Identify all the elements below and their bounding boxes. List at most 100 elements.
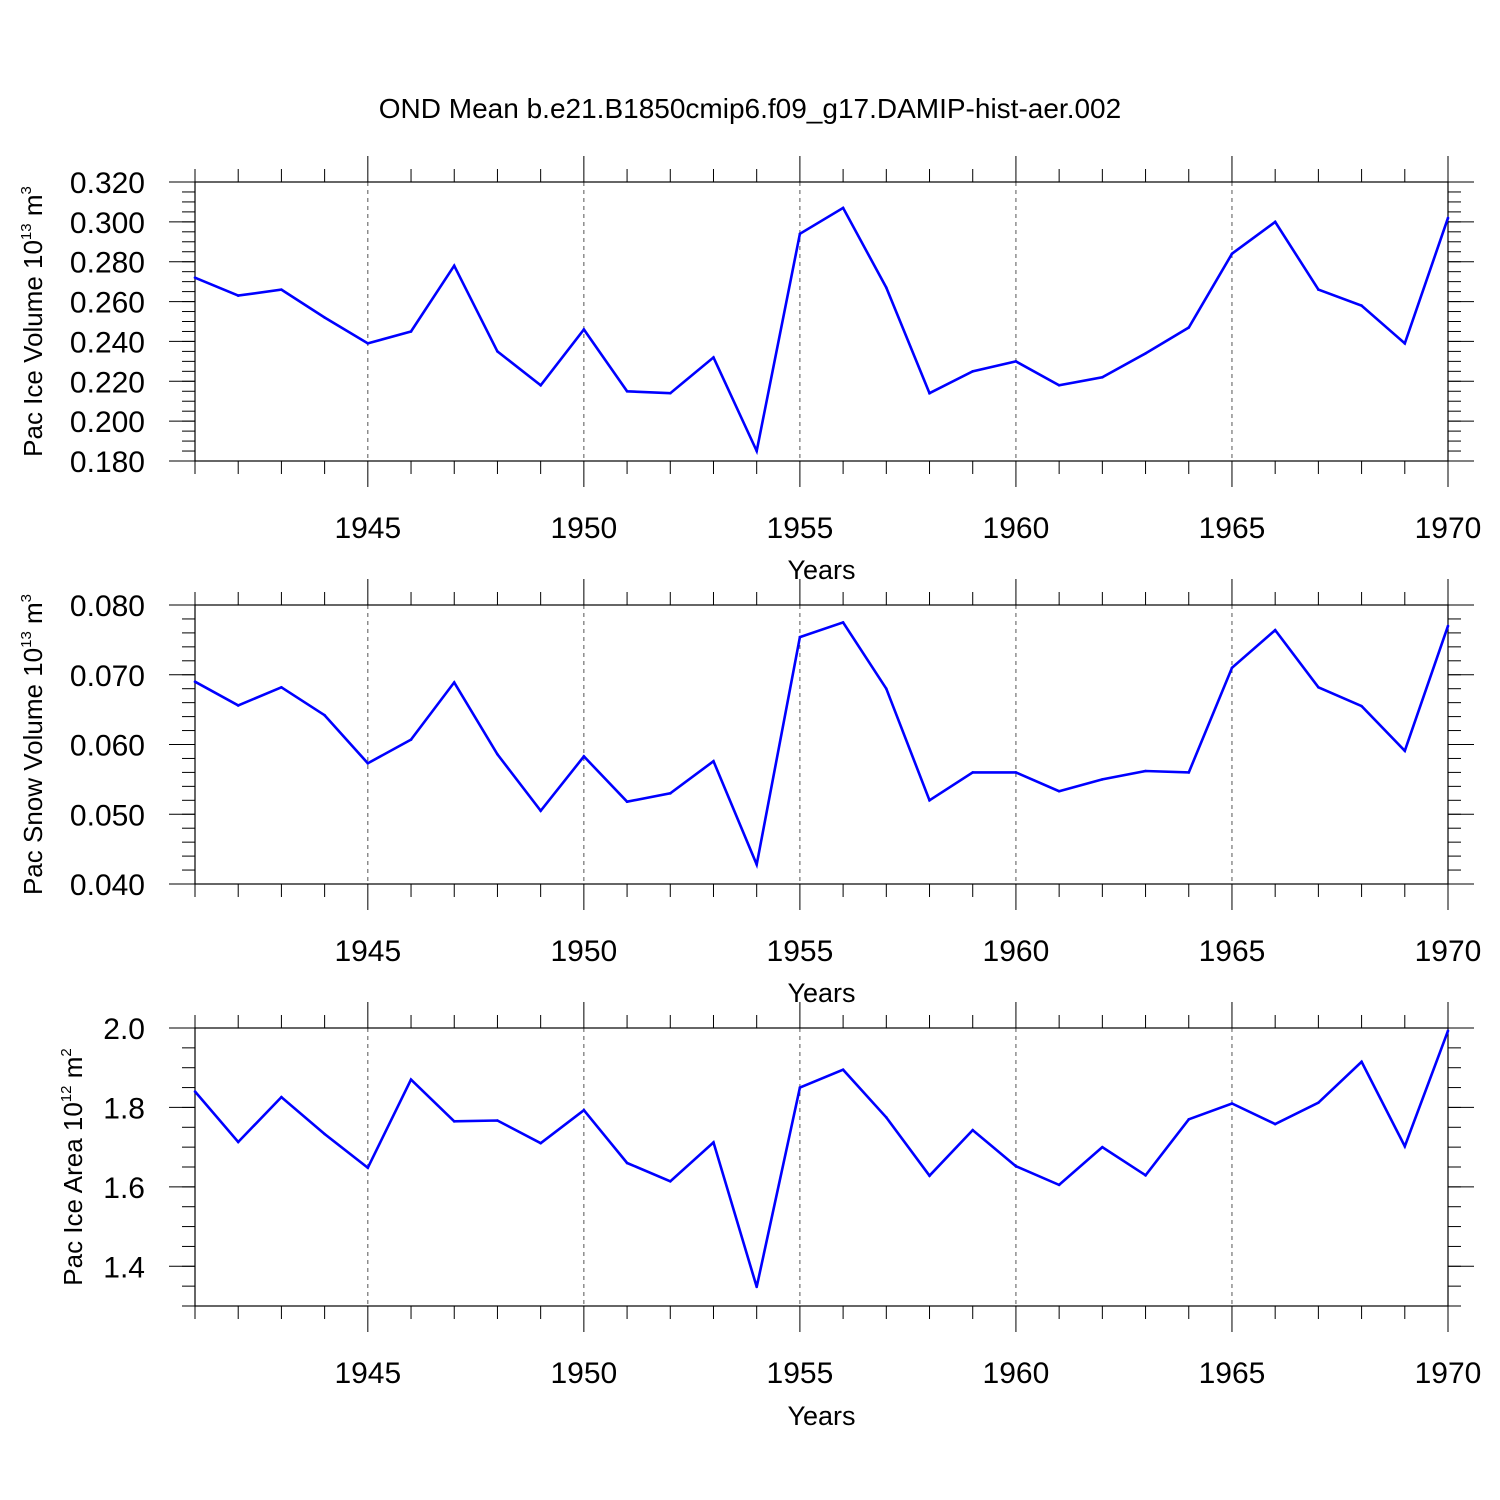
data-point: [885, 687, 888, 690]
plot-frame: [194, 181, 1449, 462]
data-point: [452, 681, 456, 684]
data-point: [582, 755, 586, 758]
data-point: [928, 1174, 931, 1178]
data-point: [1230, 252, 1234, 256]
x-tick-label: 1950: [550, 512, 617, 545]
data-point: [1101, 1145, 1104, 1149]
y-axis-label-unit-exponent: 2: [58, 1048, 75, 1056]
panel-2: 0.040 0.050 0.060 0.070 0.080 1945 1950 1955 196…: [18, 579, 1481, 1008]
data-point: [452, 264, 456, 268]
panel-3: 1.4 1.6 1.8 2.0 1945 1950 1955 1960 1965 1970 Year…: [58, 1002, 1481, 1431]
data-point: [668, 391, 672, 395]
y-tick-label: 0.200: [70, 406, 145, 439]
x-tick-label: 1955: [767, 935, 834, 968]
y-axis-label-exponent: 13: [18, 223, 35, 240]
y-tick-label: 0.060: [70, 730, 145, 763]
plot-frame: [194, 604, 1449, 885]
data-point: [1360, 1060, 1363, 1064]
x-axis-label: Years: [787, 555, 855, 585]
y-tick-label: 1.4: [103, 1251, 145, 1284]
data-point: [1446, 216, 1450, 220]
data-point: [668, 792, 672, 795]
y-axis-label-unit-exponent: 3: [18, 594, 35, 602]
y-axis-label: Pac Ice Volume 1013 m3: [18, 186, 48, 457]
data-point: [452, 1120, 456, 1123]
data-point: [712, 1141, 715, 1144]
y-tick-label: 0.050: [70, 799, 145, 832]
y-axis-label-text: Pac Ice Area 10: [58, 1102, 88, 1286]
data-point: [1144, 769, 1147, 773]
data-point: [1187, 1118, 1191, 1121]
y-axis-label: Pac Snow Volume 1013 m3: [18, 594, 48, 895]
data-point: [798, 232, 802, 236]
data-point: [928, 799, 931, 802]
data-point: [1187, 326, 1191, 329]
data-point: [798, 635, 802, 639]
data-point: [798, 1086, 802, 1089]
data-point: [1360, 304, 1363, 307]
y-axis-label-text: Pac Ice Volume 10: [18, 240, 48, 457]
data-point: [582, 1108, 586, 1112]
x-axis-label: Years: [787, 978, 855, 1008]
chart-title: OND Mean b.e21.B1850cmip6.f09_g17.DAMIP-…: [379, 93, 1121, 124]
x-axis-label: Years: [787, 1401, 855, 1431]
data-point: [193, 1090, 197, 1093]
y-tick-label: 0.070: [70, 660, 145, 693]
data-point: [755, 863, 758, 866]
data-point: [409, 738, 413, 741]
x-tick-label: 1965: [1199, 1357, 1266, 1390]
x-tick-label: 1970: [1415, 935, 1482, 968]
data-point: [1230, 666, 1234, 670]
data-point: [928, 391, 931, 395]
data-point: [193, 680, 197, 684]
data-point: [1101, 376, 1104, 379]
y-axis-label-unit: m: [58, 1057, 88, 1086]
data-point: [280, 288, 283, 291]
x-tick-label: 1945: [334, 1357, 401, 1390]
data-point: [885, 286, 888, 289]
x-tick-label: 1945: [334, 935, 401, 968]
series-line: [194, 206, 1450, 456]
data-point: [841, 206, 845, 210]
data-point: [625, 800, 629, 803]
data-point: [539, 383, 542, 387]
data-point: [366, 762, 370, 765]
y-axis-label-exponent: 12: [58, 1085, 75, 1102]
x-tick-label: 1955: [767, 512, 834, 545]
data-point: [366, 342, 370, 345]
y-tick-label: 0.240: [70, 326, 145, 359]
data-point: [1144, 1174, 1147, 1177]
plot-frame: [194, 1027, 1449, 1307]
data-point: [1057, 789, 1061, 793]
y-tick-label: 0.080: [70, 590, 145, 623]
y-tick-label: 0.220: [70, 366, 145, 399]
data-point: [1273, 628, 1277, 632]
data-point: [1057, 383, 1061, 387]
data-point: [1317, 288, 1320, 291]
data-point: [236, 1140, 240, 1144]
x-tick-label: 1960: [983, 512, 1050, 545]
data-point: [366, 1166, 370, 1170]
x-tick-label: 1945: [334, 512, 401, 545]
y-tick-label: 0.280: [70, 247, 145, 280]
data-point: [323, 713, 326, 717]
data-point: [1317, 686, 1320, 689]
data-point: [712, 356, 715, 359]
data-point: [582, 328, 586, 331]
data-point: [841, 1068, 845, 1071]
data-point: [1446, 1029, 1450, 1033]
data-point: [236, 294, 240, 297]
data-point: [1403, 1145, 1407, 1148]
data-point: [755, 449, 758, 453]
panel-1: 0.180 0.200 0.220 0.240 0.260 0.280 0.300 0.320…: [18, 156, 1481, 585]
y-axis-label-unit: m: [18, 194, 48, 223]
data-point: [496, 752, 499, 756]
y-tick-label: 1.6: [103, 1172, 145, 1205]
x-tick-label: 1955: [767, 1357, 834, 1390]
data-point: [539, 809, 542, 813]
y-axis-label-unit: m: [18, 602, 48, 631]
y-tick-label: 0.300: [70, 207, 145, 240]
data-point: [1014, 1164, 1018, 1168]
data-point: [236, 704, 240, 707]
